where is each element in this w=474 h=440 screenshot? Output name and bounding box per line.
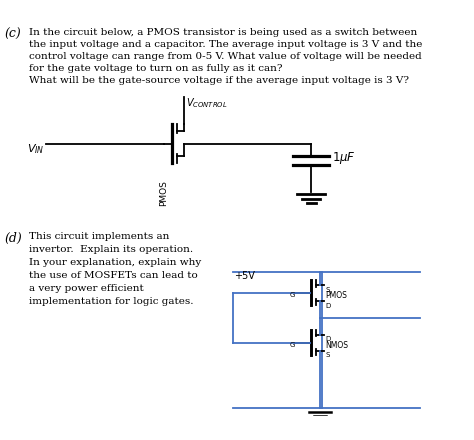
Text: D: D xyxy=(325,303,331,309)
Text: In the circuit below, a PMOS transistor is being used as a switch between: In the circuit below, a PMOS transistor … xyxy=(29,28,418,37)
Text: PMOS: PMOS xyxy=(159,180,168,206)
Text: the use of MOSFETs can lead to: the use of MOSFETs can lead to xyxy=(29,271,198,280)
Text: D: D xyxy=(325,337,331,342)
Text: for the gate voltage to turn on as fully as it can?: for the gate voltage to turn on as fully… xyxy=(29,64,283,73)
Text: In your explanation, explain why: In your explanation, explain why xyxy=(29,258,201,267)
Text: PMOS: PMOS xyxy=(325,291,347,300)
Text: $V_{IN}$: $V_{IN}$ xyxy=(27,143,45,157)
Text: G: G xyxy=(290,342,295,348)
Text: (c): (c) xyxy=(4,28,21,41)
Text: implementation for logic gates.: implementation for logic gates. xyxy=(29,297,194,306)
Text: This circuit implements an: This circuit implements an xyxy=(29,232,170,242)
Text: (d): (d) xyxy=(4,232,22,246)
Text: S: S xyxy=(325,352,330,359)
Text: What will be the gate-source voltage if the average input voltage is 3 V?: What will be the gate-source voltage if … xyxy=(29,76,410,85)
Text: S: S xyxy=(325,287,330,293)
Text: NMOS: NMOS xyxy=(325,341,348,350)
Text: a very power efficient: a very power efficient xyxy=(29,284,144,293)
Text: $V_{CONTROL}$: $V_{CONTROL}$ xyxy=(186,96,228,110)
Text: G: G xyxy=(290,292,295,298)
Text: invertor.  Explain its operation.: invertor. Explain its operation. xyxy=(29,246,193,254)
Text: control voltage can range from 0-5 V. What value of voltage will be needed: control voltage can range from 0-5 V. Wh… xyxy=(29,52,422,61)
Text: the input voltage and a capacitor. The average input voltage is 3 V and the: the input voltage and a capacitor. The a… xyxy=(29,40,423,49)
Text: $1\mu F$: $1\mu F$ xyxy=(332,150,356,166)
Text: +5V: +5V xyxy=(234,271,255,281)
